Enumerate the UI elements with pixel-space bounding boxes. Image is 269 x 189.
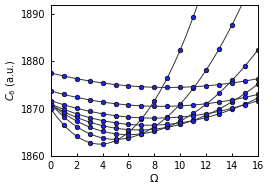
Y-axis label: $C_6$ (a.u.): $C_6$ (a.u.) [5,60,19,101]
X-axis label: $\Omega$: $\Omega$ [149,172,159,184]
